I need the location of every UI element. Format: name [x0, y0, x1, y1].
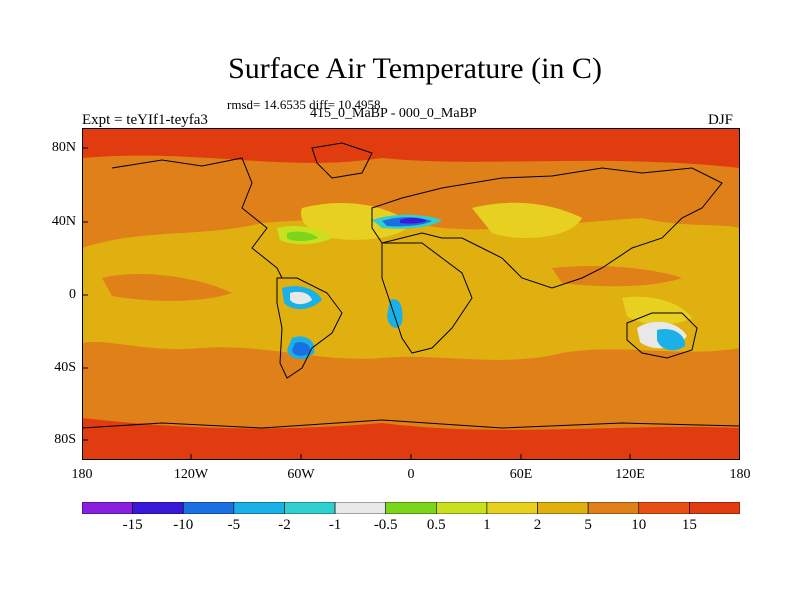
colorbar-swatch [132, 502, 184, 514]
colorbar-swatch [334, 502, 387, 514]
colorbar-swatch [233, 502, 285, 514]
temperature-map [82, 128, 740, 460]
ytick-label: 40N [51, 214, 76, 229]
colorbar-label: 10 [631, 517, 647, 533]
xtick-label: 120W [173, 467, 209, 482]
yellow-patch [472, 202, 582, 238]
colorbar [82, 502, 740, 514]
cold-patch [387, 299, 403, 328]
colorbar-swatch [182, 502, 235, 514]
colorbar-swatch [82, 502, 133, 514]
xtick-label: 120E [615, 467, 645, 482]
colorbar-swatch [537, 502, 589, 514]
xtick-label: 180 [729, 467, 751, 482]
yellow-patch [301, 203, 412, 240]
experiment-label: Expt = teYIf1-teyfa3 [82, 112, 208, 128]
xtick-label: 0 [407, 467, 415, 482]
ytick-label: 80S [54, 432, 76, 447]
colorbar-label: 15 [681, 517, 697, 533]
ytick-label: 0 [69, 287, 76, 302]
cold-patch [657, 328, 686, 351]
xtick-label: 60E [509, 467, 533, 482]
colorbar-label: 5 [584, 517, 592, 533]
colorbar-label: -1 [328, 517, 342, 533]
stats-label: rmsd= 14.6535 diff= 10.4958 [227, 97, 381, 112]
tropical-band [82, 218, 740, 360]
colorbar-swatch [284, 502, 336, 514]
colorbar-swatch [638, 502, 690, 514]
coastlines [82, 142, 740, 429]
cold-patch [400, 217, 427, 224]
orange-patch [102, 273, 232, 301]
colorbar-label: 0.5 [426, 517, 446, 533]
colorbar-swatch [486, 502, 538, 514]
orange-patch [552, 266, 682, 287]
green-patch [287, 231, 318, 241]
colorbar-label: 1 [483, 517, 491, 533]
comparison-label: 415_0_MaBP - 000_0_MaBP [310, 106, 477, 121]
colorbar-swatch [436, 502, 488, 514]
colorbar-swatch [385, 502, 437, 514]
colorbar-swatch [689, 502, 740, 514]
colorbar-label: -10 [173, 517, 194, 533]
plot-title: Surface Air Temperature (in C) [228, 52, 602, 85]
colorbar-label: -5 [227, 517, 241, 533]
colorbar-swatch [587, 502, 640, 514]
season-label: DJF [708, 112, 734, 128]
colorbar-label: -15 [122, 517, 143, 533]
cold-patch [290, 291, 312, 305]
xtick-label: 180 [71, 467, 93, 482]
ytick-label: 40S [54, 360, 76, 375]
xtick-label: 60W [287, 467, 315, 482]
colorbar-label: -0.5 [373, 517, 398, 533]
cold-patch [292, 342, 311, 356]
ytick-label: 80N [51, 140, 76, 155]
tick-marks [82, 147, 631, 460]
colorbar-label: -2 [278, 517, 291, 533]
colorbar-label: 2 [533, 517, 542, 533]
